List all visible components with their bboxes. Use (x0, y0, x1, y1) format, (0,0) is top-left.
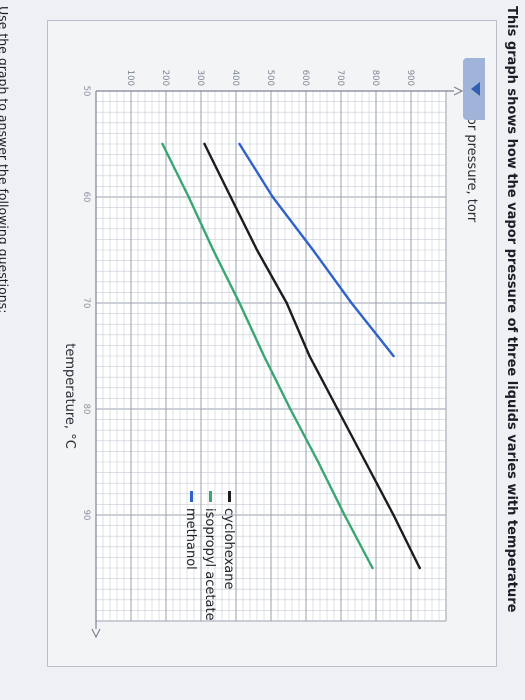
y-tick-label: 400 (230, 70, 240, 86)
data-point-cyclohexane (419, 567, 421, 569)
data-point-cyclohexane (286, 302, 288, 304)
data-point-methanol (238, 143, 240, 145)
data-point-methanol (392, 355, 394, 357)
data-point-isopropyl-acetate (161, 143, 163, 145)
instruction-text: Use the graph to answer the following qu… (0, 6, 11, 313)
data-point-isopropyl-acetate (289, 408, 291, 410)
data-point-isopropyl-acetate (212, 249, 214, 251)
question-prompt: This graph shows how the vapor pressure … (504, 6, 519, 612)
data-point-cyclohexane (256, 249, 258, 251)
y-tick-label: 200 (160, 70, 170, 86)
x-axis-arrow (92, 629, 100, 637)
collapse-toggle[interactable] (463, 58, 485, 120)
data-point-cyclohexane (392, 514, 394, 516)
legend-label: methanol (183, 508, 198, 570)
data-point-methanol (350, 302, 352, 304)
x-tick-label: 80 (81, 404, 91, 415)
x-tick-label: 60 (81, 192, 91, 203)
data-point-cyclohexane (308, 355, 310, 357)
y-tick-label: 500 (265, 70, 275, 86)
y-tick-label: 900 (405, 70, 415, 86)
legend-swatch-isopropyl-acetate (209, 491, 212, 502)
triangle-down-icon (471, 82, 480, 96)
x-tick-label: 50 (81, 86, 91, 97)
y-tick-label: 100 (125, 70, 135, 86)
x-axis-title: temperature, °C (62, 343, 77, 449)
data-point-cyclohexane (364, 461, 366, 463)
y-tick-label: 300 (195, 70, 205, 86)
data-point-isopropyl-acetate (317, 461, 319, 463)
data-point-isopropyl-acetate (238, 302, 240, 304)
data-point-cyclohexane (230, 196, 232, 198)
data-point-isopropyl-acetate (371, 567, 373, 569)
data-point-isopropyl-acetate (343, 514, 345, 516)
y-axis-arrow (454, 87, 462, 95)
data-point-cyclohexane (203, 143, 205, 145)
x-tick-label: 90 (81, 510, 91, 521)
data-point-isopropyl-acetate (263, 355, 265, 357)
data-point-isopropyl-acetate (188, 196, 190, 198)
data-point-cyclohexane (336, 408, 338, 410)
legend-swatch-methanol (190, 491, 193, 502)
y-tick-label: 600 (300, 70, 310, 86)
y-tick-label: 800 (370, 70, 380, 86)
y-tick-label: 700 (335, 70, 345, 86)
x-tick-label: 70 (81, 298, 91, 309)
legend-label: cyclohexane (221, 508, 236, 589)
graph-panel: 50 60 70 80 90 100 200 300 400 500 600 700 800 900 vap… (47, 20, 497, 667)
data-point-methanol (312, 249, 314, 251)
data-point-methanol (272, 196, 274, 198)
legend-swatch-cyclohexane (228, 491, 231, 502)
legend-label: isopropyl acetate (202, 508, 217, 621)
